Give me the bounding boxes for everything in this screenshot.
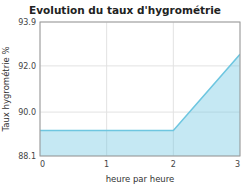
y-axis-label: Taux hygrométrie % <box>1 46 11 132</box>
x-axis-label: heure par heure <box>106 174 175 184</box>
plot-area <box>40 54 240 156</box>
y-tick-label: 93.9 <box>18 18 36 27</box>
y-tick-label: 92.0 <box>18 62 36 71</box>
y-tick-label: 88.1 <box>18 152 36 161</box>
area-line <box>40 54 240 130</box>
chart-svg: 88.1 90.0 92.0 93.9 0 1 2 3 Evolution du taux d'… <box>0 0 250 188</box>
x-tick-label: 2 <box>171 160 176 169</box>
x-tick-label: 3 <box>235 160 240 169</box>
grid <box>40 22 240 156</box>
plot-background <box>40 22 240 156</box>
chart-title: Evolution du taux d'hygrométrie <box>29 4 221 16</box>
x-tick-label: 0 <box>40 160 45 169</box>
area-fill <box>40 54 240 156</box>
y-grid-line <box>40 65 240 66</box>
chart-container: 88.1 90.0 92.0 93.9 0 1 2 3 Evolution du taux d'… <box>0 0 250 188</box>
plot-frame <box>40 22 240 156</box>
x-tick-label: 1 <box>104 160 109 169</box>
y-tick-label: 90.0 <box>18 108 36 117</box>
axes: 88.1 90.0 92.0 93.9 0 1 2 3 <box>18 18 240 169</box>
